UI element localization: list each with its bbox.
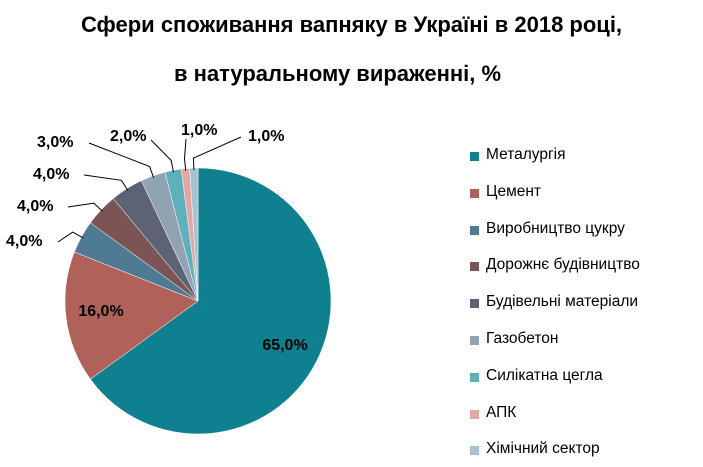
leader-lines [57, 136, 242, 243]
data-label-cement: 16,0% [78, 303, 123, 320]
legend-label: Металургія [486, 146, 566, 163]
legend-label: Хімічний сектор [486, 440, 600, 458]
data-label-metalurgy: 65,0% [262, 337, 307, 354]
legend-swatch [470, 372, 479, 382]
leader-line-building [83, 174, 129, 191]
legend-swatch [470, 446, 479, 456]
leader-line-road [67, 202, 103, 212]
pie-slice-cement [64, 251, 199, 380]
chart-subtitle: в натуральному вираженні, % [173, 61, 502, 86]
pie-slice-metalurgy [90, 167, 332, 435]
data-label-gasbeton: 3,0% [37, 134, 73, 151]
legend-label: Силікатна цегла [486, 366, 603, 384]
legend-swatch [470, 188, 479, 198]
data-label-apk: 1,0% [181, 122, 217, 139]
legend-label: Будівельні матеріали [486, 293, 639, 311]
data-label-chemical: 1,0% [248, 128, 284, 145]
leader-line-sugar [57, 231, 84, 243]
data-labels: 65,0% 16,0% 4,0% 4,0% 4,0% 3,0% 2,0% 1,0% 1,0% [6, 122, 308, 354]
chart-title: Сфери споживання вапняку в Україні в 201… [80, 12, 623, 37]
legend-label: Виробництво цукру [486, 219, 625, 237]
legend-swatch [470, 225, 479, 235]
data-label-road: 4,0% [17, 198, 53, 215]
legend-label: Газобетон [486, 330, 559, 347]
legend-swatch [470, 336, 479, 345]
legend-label: АПК [486, 403, 517, 421]
leader-line-apk [183, 138, 187, 171]
data-label-sugar: 4,0% [6, 233, 42, 250]
legend-swatch [470, 299, 479, 309]
data-label-building: 4,0% [33, 166, 69, 183]
data-label-silicate: 2,0% [110, 128, 146, 145]
leader-line-gasbeton [88, 142, 155, 178]
leader-line-chemical [192, 136, 242, 171]
pie-slices [64, 167, 332, 435]
legend-swatch [470, 262, 479, 272]
leader-line-silicate [150, 139, 174, 173]
legend-label: Дорожнє будівництво [486, 256, 640, 274]
legend-swatch [470, 409, 479, 419]
legend-label: Цемент [486, 182, 542, 200]
legend-swatch [470, 152, 479, 161]
